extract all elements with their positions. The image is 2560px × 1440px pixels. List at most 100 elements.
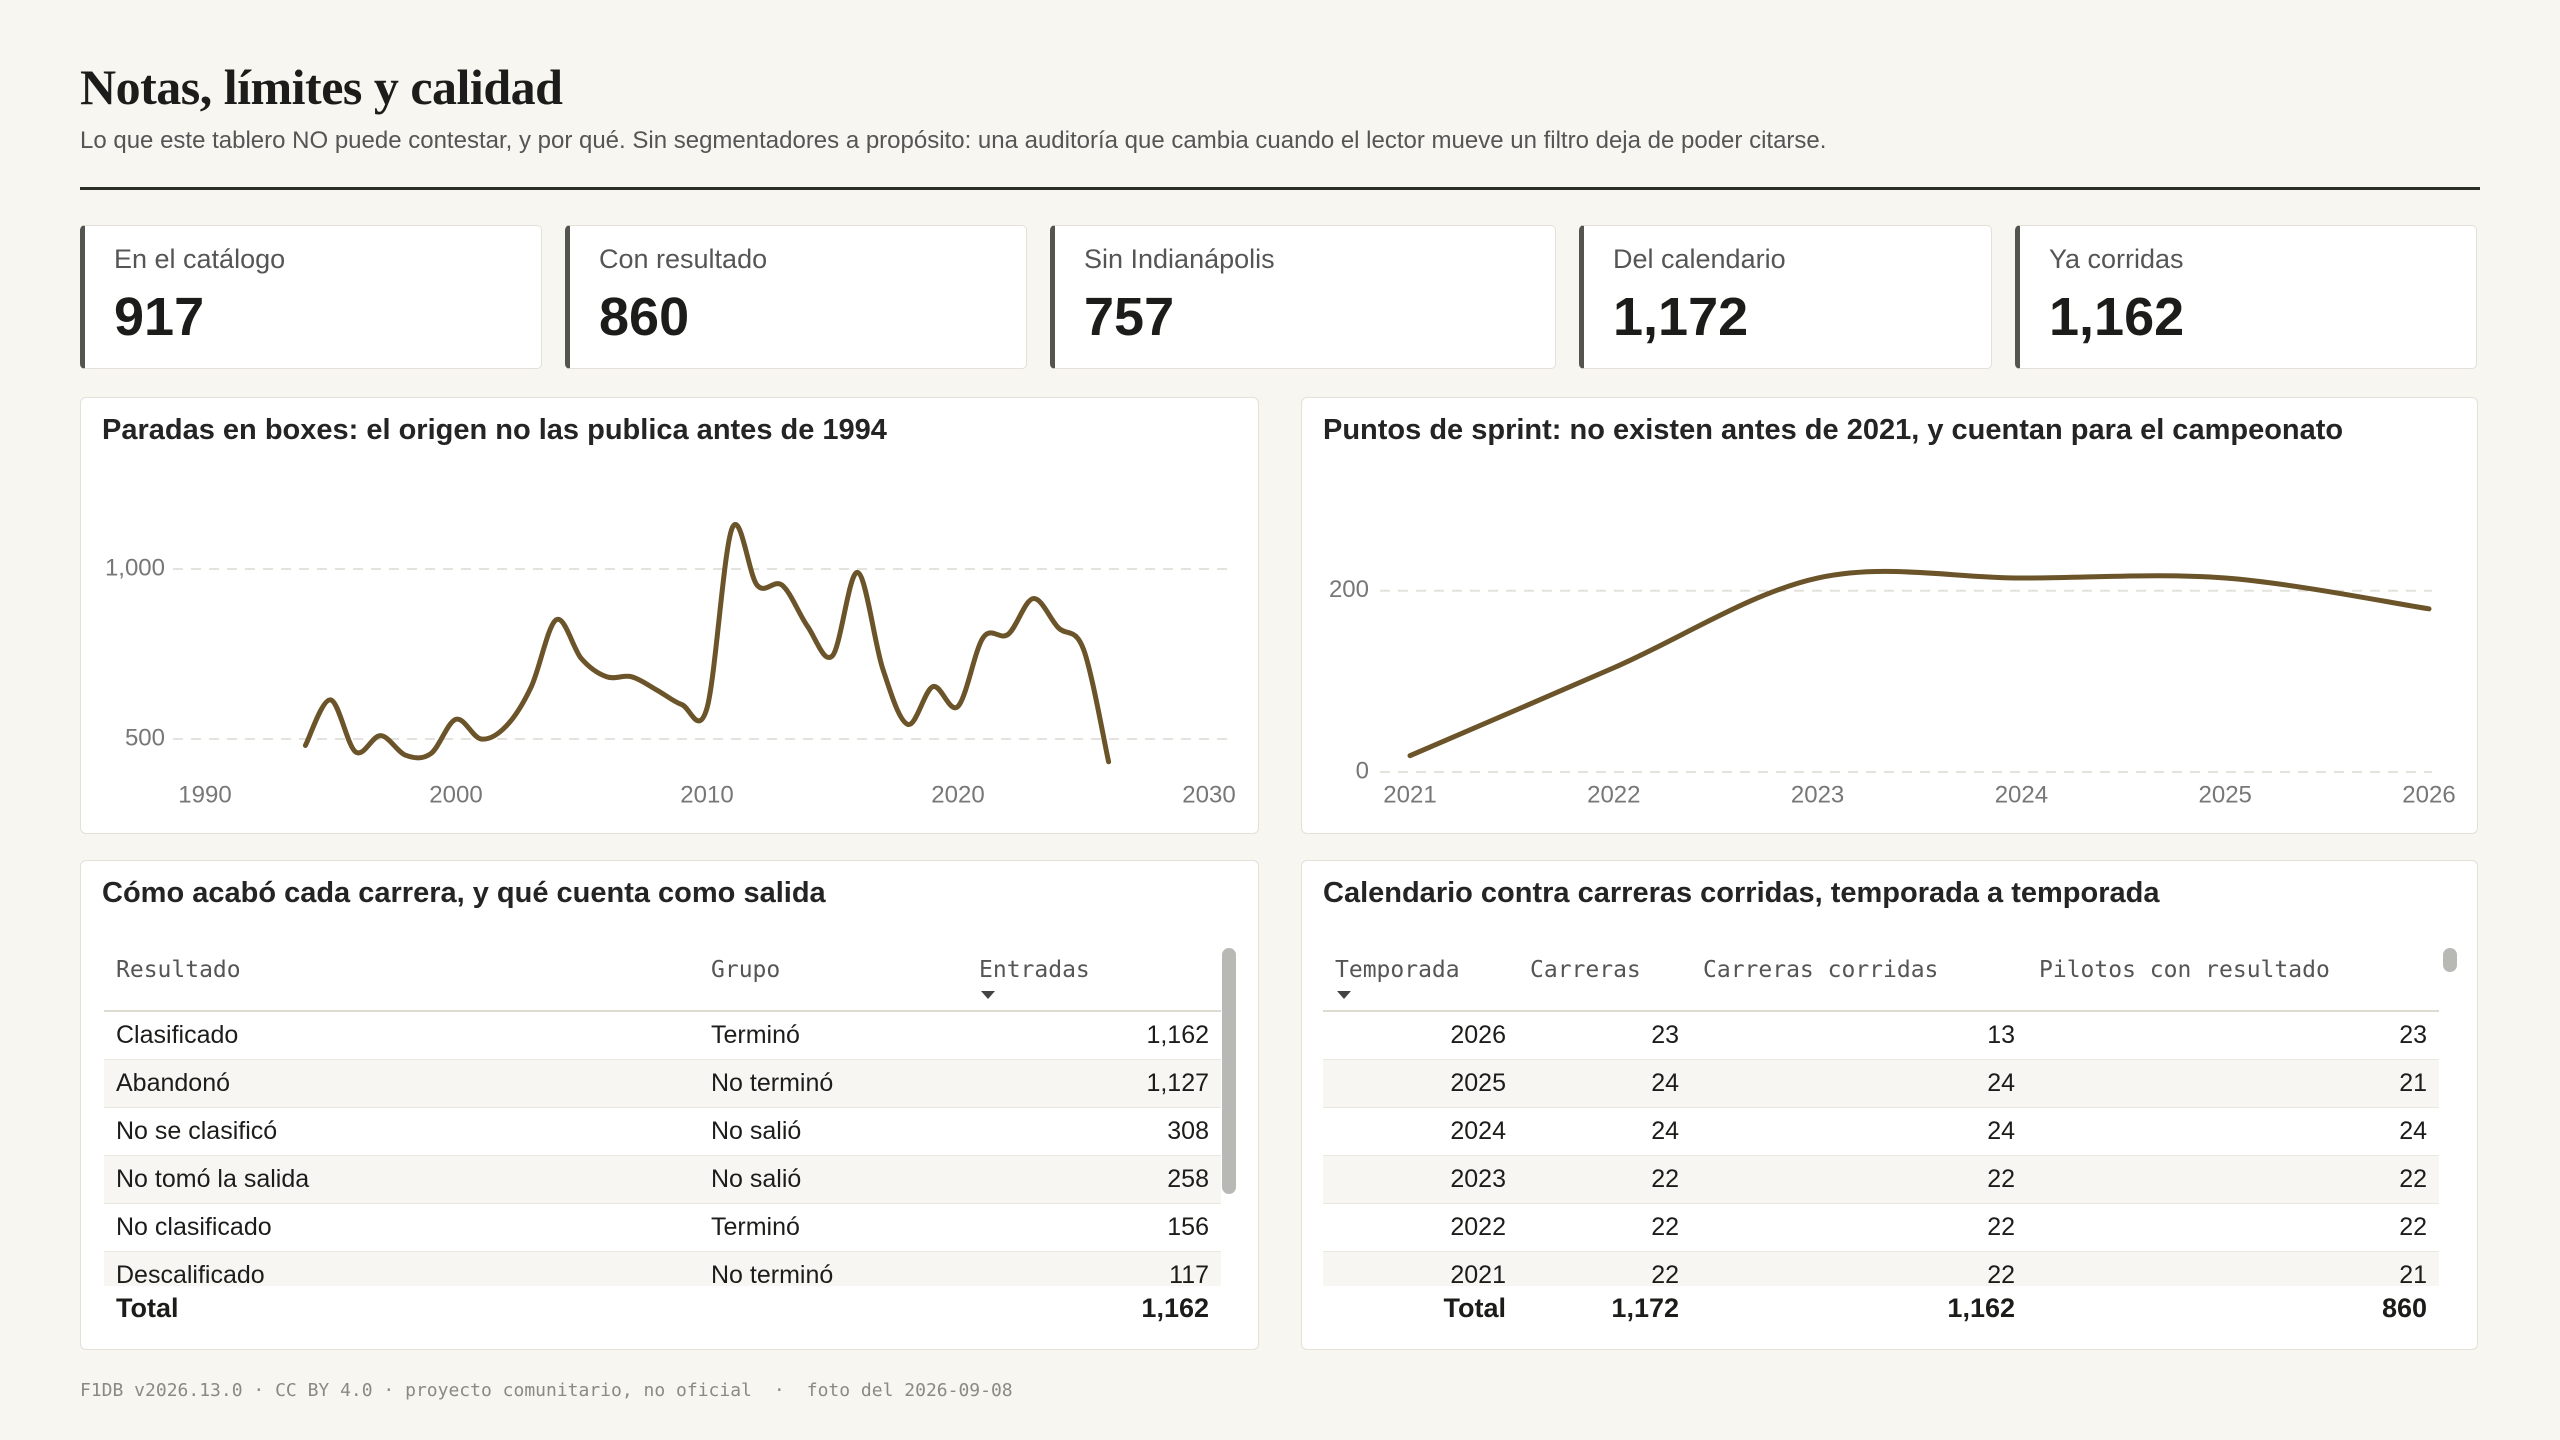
header-row: Resultado Grupo Entradas: [104, 941, 1221, 1012]
footer: F1DB v2026.13.0 · CC BY 4.0 · proyecto c…: [80, 1380, 1035, 1401]
column-header[interactable]: Carreras corridas: [1691, 941, 2027, 1012]
column-header[interactable]: Resultado: [104, 941, 699, 1012]
table-cell: No tomó la salida: [104, 1155, 699, 1204]
chart-panel: Puntos de sprint: no existen antes de 20…: [1301, 397, 2478, 834]
table-cell: No terminó: [699, 1059, 967, 1108]
table-cell: 308: [967, 1107, 1221, 1156]
x-tick-label: 2022: [1587, 781, 1640, 808]
table-row: No tomó la salida No salió 258: [104, 1155, 1221, 1204]
kpi-label: Sin Indianápolis: [1084, 244, 1275, 274]
divider: [80, 187, 2480, 190]
header-row: Temporada Carreras Carreras corridas Piloto…: [1323, 941, 2439, 1012]
page-title: Notas, límites y calidad: [80, 59, 563, 115]
x-tick-label: 2026: [2402, 781, 2455, 808]
chart: 0 200 2021 2022 2023 2024 2025 2026: [1329, 568, 2456, 808]
total-value: 1,162: [1947, 1292, 2015, 1323]
table-cell: 1,127: [967, 1059, 1221, 1108]
y-tick-label: 1,000: [105, 554, 165, 581]
total-table: Total 1,172 1,162 860: [1323, 1286, 2439, 1330]
table-cell: 2023: [1323, 1155, 1518, 1204]
data-line: [1407, 568, 2432, 759]
table-head: Temporada Carreras Carreras corridas Piloto…: [1323, 941, 2439, 1012]
sort-indicator: [1337, 991, 1351, 999]
column-header[interactable]: Pilotos con resultado: [2027, 941, 2439, 1012]
table-cell: Abandonó: [104, 1059, 699, 1108]
kpi-card: En el catálogo 917: [80, 225, 542, 369]
table-row: No clasificado Terminó 156: [104, 1203, 1221, 1252]
table-row: Descalificado No terminó 117: [104, 1251, 1221, 1286]
table-cell: 156: [967, 1203, 1221, 1252]
sort-indicator: [981, 991, 995, 999]
table-cell: Terminó: [699, 1203, 967, 1252]
table-scroll: Temporada Carreras Carreras corridas Piloto…: [1323, 941, 2439, 1286]
table-cell: 1,162: [967, 1011, 1221, 1060]
table-scroll: Resultado Grupo Entradas Clasificado Terminó…: [104, 941, 1221, 1286]
table-row: No se clasificó No salió 308: [104, 1107, 1221, 1156]
scrollbar[interactable]: [2443, 948, 2457, 972]
table-row: 2025 24 24 21: [1323, 1059, 2439, 1108]
table-cell: 21: [2027, 1059, 2439, 1108]
column-header[interactable]: Temporada: [1323, 941, 1518, 1012]
x-tick-label: 2024: [1995, 781, 2048, 808]
total-row: Total 1,162: [104, 1286, 1221, 1330]
footer-text: ·: [773, 1380, 785, 1401]
kpi-card: Sin Indianápolis 757: [1050, 225, 1556, 369]
table-cell: 117: [967, 1251, 1221, 1286]
total-label: Total: [1443, 1292, 1507, 1323]
kpi-value: 757: [1084, 287, 1175, 347]
y-tick-label: 0: [1356, 757, 1369, 784]
table-cell: 22: [2027, 1203, 2439, 1252]
scrollbar[interactable]: [1222, 948, 1236, 1194]
table-cell: 22: [2027, 1155, 2439, 1204]
table-cell: No salió: [699, 1155, 967, 1204]
kpi-value: 860: [599, 287, 690, 347]
x-tick-label: 2030: [1182, 781, 1235, 808]
table-cell: No clasificado: [104, 1203, 699, 1252]
table-cell: 22: [1691, 1155, 2027, 1204]
table-cell: 258: [967, 1155, 1221, 1204]
table-cell: 24: [2027, 1107, 2439, 1156]
total-label: Total: [116, 1292, 179, 1323]
column-header[interactable]: Carreras: [1518, 941, 1691, 1012]
table-cell: 21: [2027, 1251, 2439, 1286]
chart-panel: Paradas en boxes: el origen no las publi…: [80, 397, 1259, 834]
x-tick-label: 2000: [429, 781, 482, 808]
table-cell: Clasificado: [104, 1011, 699, 1060]
total-table: Total 1,162: [104, 1286, 1221, 1330]
x-tick-label: 2010: [680, 781, 733, 808]
table-row: 2021 22 22 21: [1323, 1251, 2439, 1286]
table-row: 2023 22 22 22: [1323, 1155, 2439, 1204]
table-row: 2026 23 13 23: [1323, 1011, 2439, 1060]
table-cell: 24: [1518, 1059, 1691, 1108]
table-title: Calendario contra carreras corridas, tem…: [1323, 877, 2160, 909]
table-head: Resultado Grupo Entradas: [104, 941, 1221, 1012]
table-cell: No terminó: [699, 1251, 967, 1286]
table-body: Clasificado Terminó 1,162 Abandonó No termin…: [104, 1011, 1221, 1286]
table-cell: 23: [1518, 1011, 1691, 1060]
table-cell: 22: [1691, 1203, 2027, 1252]
table-panel: Cómo acabó cada carrera, y qué cuenta co…: [80, 860, 1259, 1350]
kpi-value: 917: [114, 287, 205, 347]
total-body: Total 1,172 1,162 860: [1323, 1286, 2439, 1330]
kpi-card: Del calendario 1,172: [1579, 225, 1992, 369]
x-tick-label: 2023: [1791, 781, 1844, 808]
column-header[interactable]: Entradas: [967, 941, 1221, 1012]
table-cell: 22: [1518, 1155, 1691, 1204]
x-tick-label: 2020: [931, 781, 984, 808]
kpi-label: En el catálogo: [114, 244, 286, 274]
table-panel: Calendario contra carreras corridas, tem…: [1301, 860, 2478, 1350]
kpi-label: Ya corridas: [2049, 244, 2184, 274]
total-value: 860: [2381, 1292, 2427, 1323]
total-row: Total 1,172 1,162 860: [1323, 1286, 2439, 1330]
table-row: Clasificado Terminó 1,162: [104, 1011, 1221, 1060]
x-tick-label: 2021: [1383, 781, 1436, 808]
chart: 500 1,000 1990 2000 2010 2020 2030: [105, 522, 1236, 808]
data-table: Temporada Carreras Carreras corridas Piloto…: [1323, 941, 2439, 1286]
column-header[interactable]: Grupo: [699, 941, 967, 1012]
table-cell: No salió: [699, 1107, 967, 1156]
kpi-value: 1,162: [2049, 287, 2185, 347]
kpi-value: 1,172: [1613, 287, 1749, 347]
table-row: Abandonó No terminó 1,127: [104, 1059, 1221, 1108]
kpi-label: Del calendario: [1613, 244, 1786, 274]
total-spacer: [699, 1286, 967, 1330]
